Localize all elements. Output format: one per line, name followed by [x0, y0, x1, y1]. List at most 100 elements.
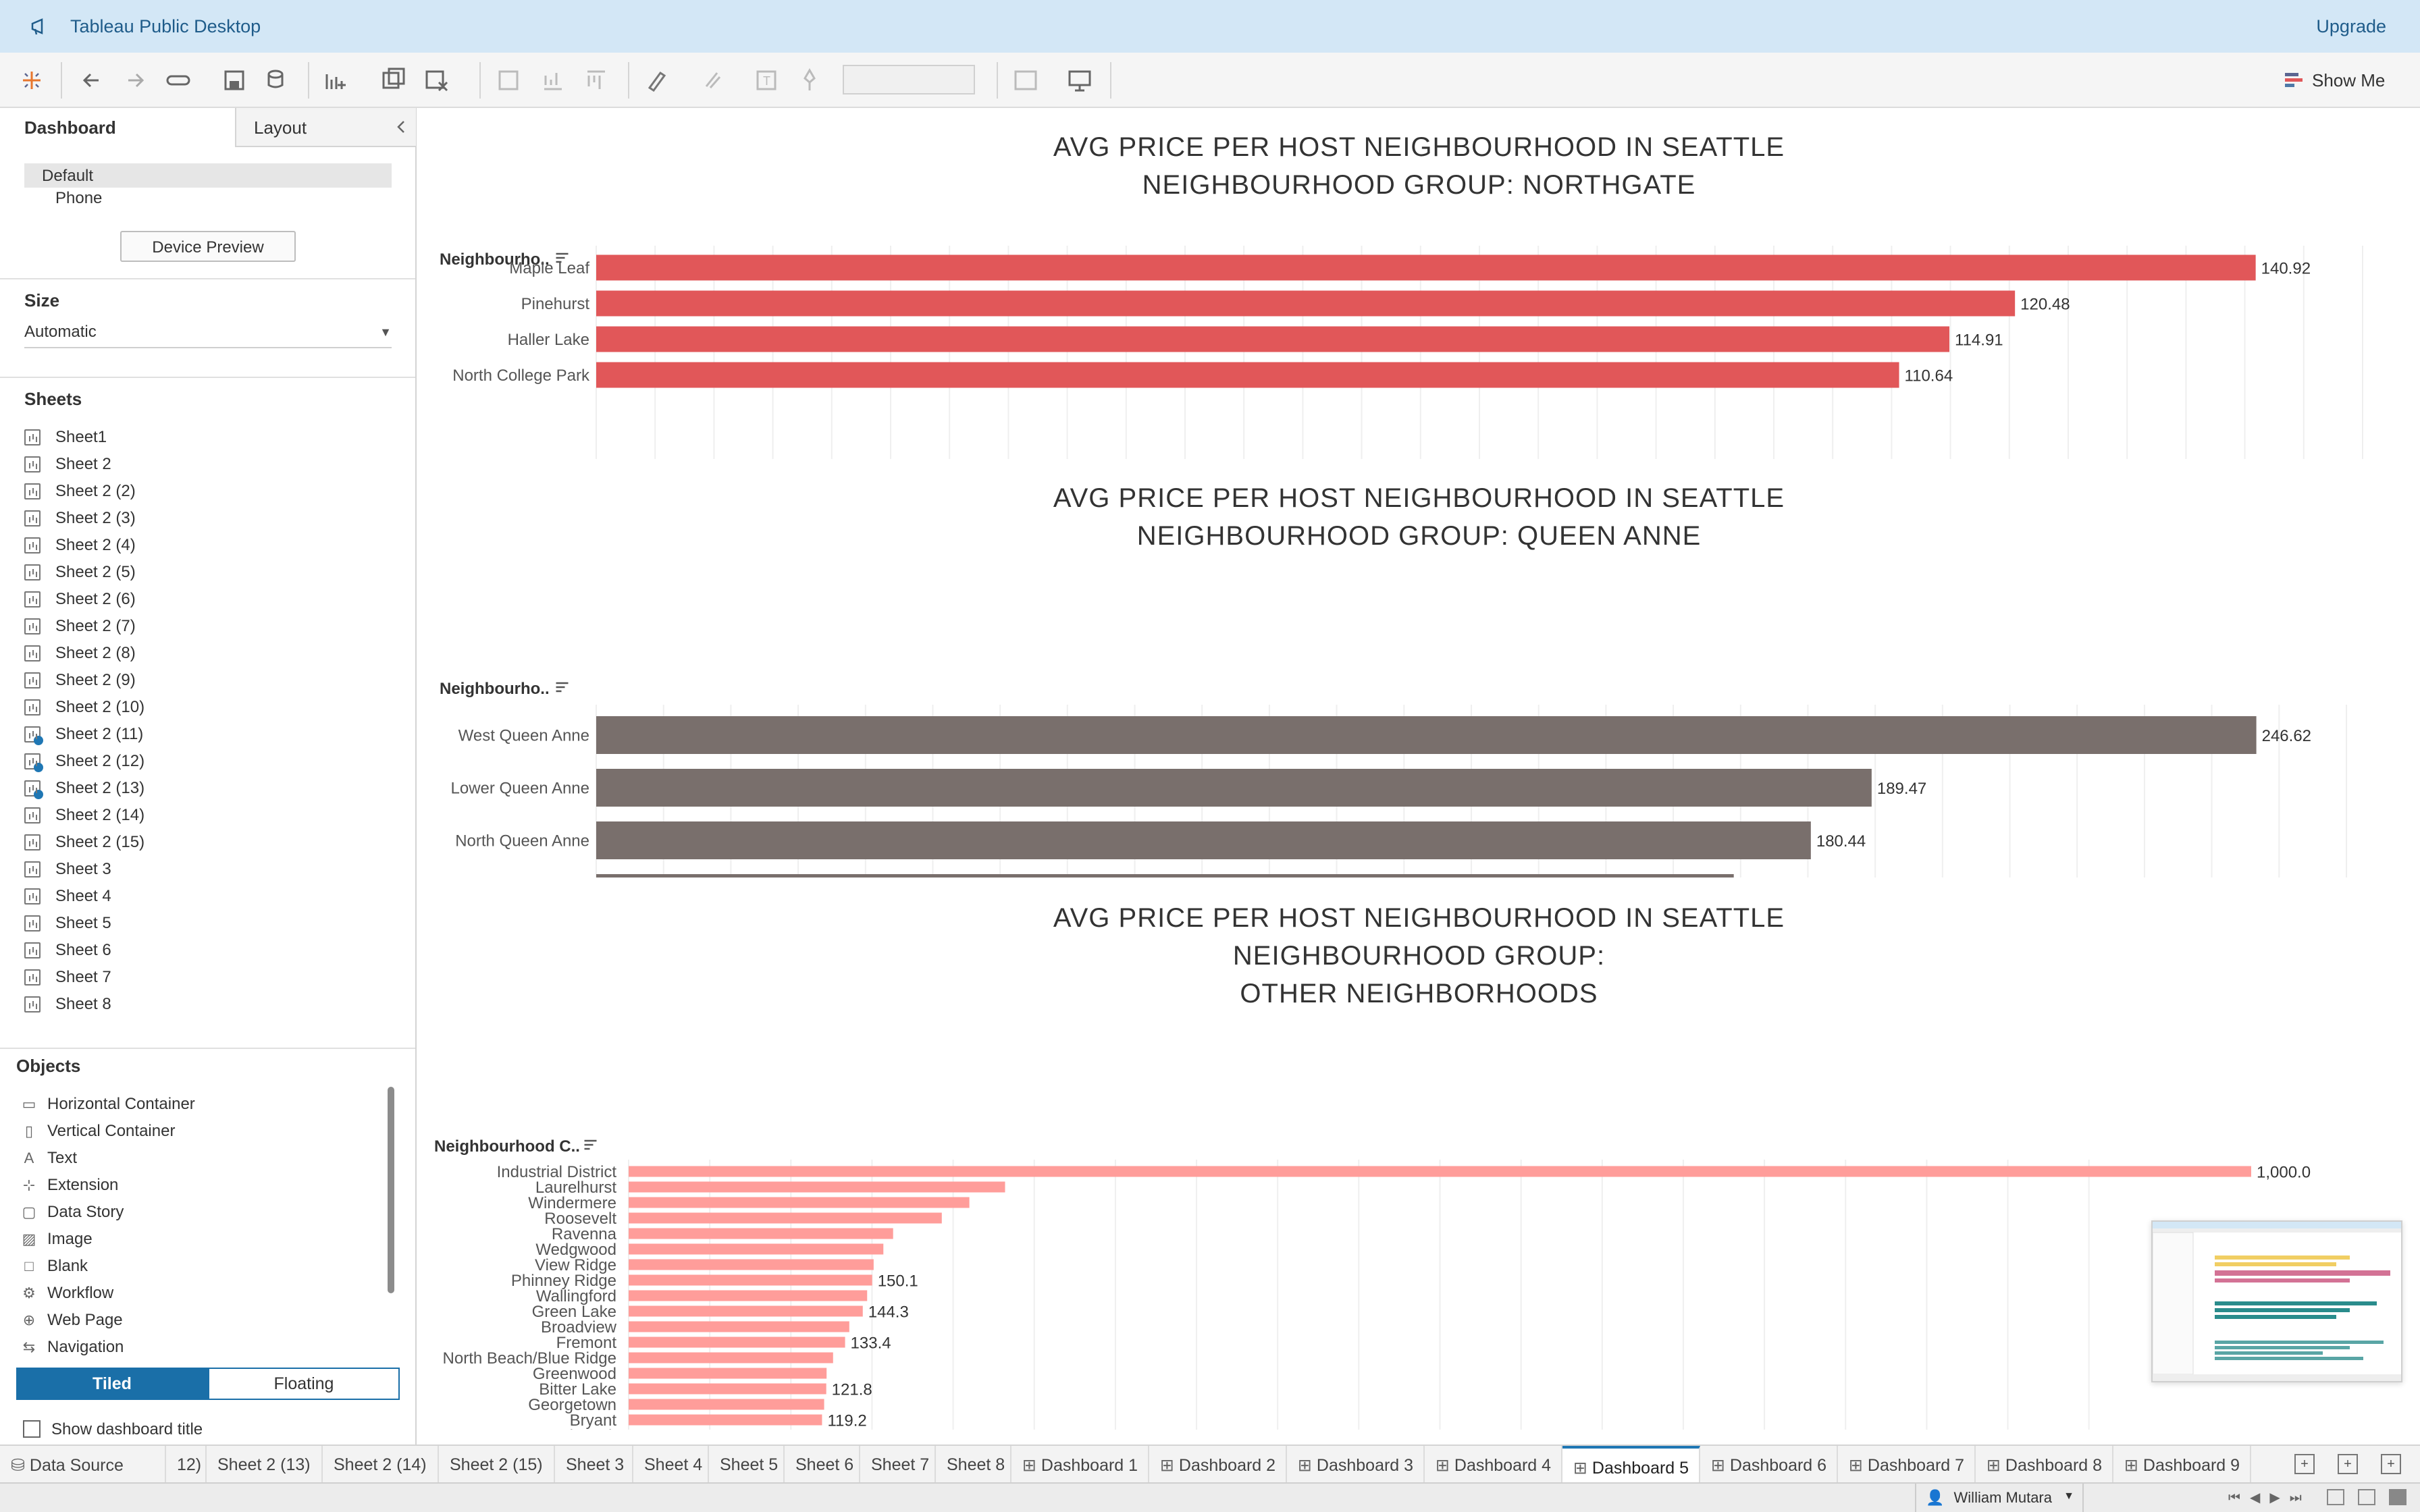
- save-icon[interactable]: [220, 66, 248, 94]
- tiled-toggle[interactable]: Tiled: [16, 1368, 208, 1400]
- sheet-item[interactable]: Sheet 2 (12): [24, 748, 144, 775]
- duplicate-sheet-icon[interactable]: [379, 66, 408, 94]
- swap-rows-columns-icon[interactable]: [494, 66, 523, 94]
- tableau-logo-icon[interactable]: [18, 66, 46, 94]
- tab-sheet-2-14[interactable]: Sheet 2 (14): [323, 1446, 439, 1484]
- sheet-item[interactable]: Sheet 2 (5): [24, 559, 136, 586]
- device-default[interactable]: Default: [24, 163, 392, 188]
- bar[interactable]: [629, 1290, 868, 1301]
- object-item[interactable]: □ Blank: [20, 1253, 88, 1280]
- bar[interactable]: [629, 1336, 845, 1348]
- sheet-item[interactable]: Sheet 2 (4): [24, 532, 136, 559]
- bar[interactable]: [596, 290, 2016, 317]
- tab-dashboard-1[interactable]: ⊞ Dashboard 1: [1011, 1446, 1149, 1484]
- new-story-tab-icon[interactable]: +: [2381, 1454, 2401, 1474]
- redo-icon[interactable]: [122, 66, 150, 94]
- sort-descending-icon[interactable]: [582, 66, 610, 94]
- device-phone[interactable]: Phone: [55, 189, 103, 207]
- tab-dashboard-8[interactable]: ⊞ Dashboard 8: [1976, 1446, 2113, 1484]
- new-data-source-icon[interactable]: [263, 66, 292, 94]
- new-dashboard-tab-icon[interactable]: +: [2338, 1454, 2358, 1474]
- tab-dashboard-7[interactable]: ⊞ Dashboard 7: [1838, 1446, 1976, 1484]
- floating-toggle[interactable]: Floating: [208, 1368, 400, 1400]
- highlight-icon[interactable]: [643, 66, 671, 94]
- bar[interactable]: [596, 326, 1950, 352]
- object-item[interactable]: A Text: [20, 1145, 77, 1172]
- sheet-item[interactable]: Sheet1: [24, 424, 107, 451]
- row-header[interactable]: Neighbourho..: [440, 680, 550, 698]
- tab-dashboard-6[interactable]: ⊞ Dashboard 6: [1700, 1446, 1838, 1484]
- bar[interactable]: [596, 769, 1872, 807]
- sheet-item[interactable]: Sheet 2: [24, 451, 111, 478]
- upgrade-link[interactable]: Upgrade: [2316, 16, 2386, 36]
- tab-dashboard-9[interactable]: ⊞ Dashboard 9: [2113, 1446, 2251, 1484]
- northgate-chart[interactable]: Neighbourho..Maple Leaf 140.92 Pinehurst 12…: [418, 216, 2420, 459]
- object-item[interactable]: ⊹ Extension: [20, 1172, 119, 1199]
- sheet-item[interactable]: Sheet 7: [24, 964, 111, 991]
- object-item[interactable]: ⚙ Workflow: [20, 1280, 113, 1307]
- tab-sheet-5[interactable]: Sheet 5: [709, 1446, 785, 1484]
- bar[interactable]: [629, 1383, 826, 1395]
- tab-12[interactable]: 12): [166, 1446, 207, 1484]
- sheet-item[interactable]: Sheet 2 (2): [24, 478, 136, 505]
- sheet-item[interactable]: Sheet 2 (11): [24, 721, 143, 748]
- sheet-item[interactable]: Sheet 2 (7): [24, 613, 136, 640]
- bar[interactable]: [629, 1212, 942, 1224]
- new-worksheet-icon[interactable]: [323, 66, 351, 94]
- sheet-item[interactable]: Sheet 3: [24, 856, 111, 883]
- sheet-item[interactable]: Sheet 2 (8): [24, 640, 136, 667]
- bar[interactable]: [629, 1228, 893, 1239]
- bar[interactable]: [629, 1181, 1005, 1193]
- bar[interactable]: [629, 1368, 827, 1379]
- bar[interactable]: [629, 1352, 833, 1364]
- show-mark-labels-icon[interactable]: T: [752, 66, 781, 94]
- tab-sheet-6[interactable]: Sheet 6: [785, 1446, 860, 1484]
- collapse-panel-icon[interactable]: [394, 119, 408, 135]
- device-preview-button[interactable]: Device Preview: [120, 231, 296, 262]
- tab-layout[interactable]: Layout: [235, 108, 416, 147]
- tab-sheet-2-13[interactable]: Sheet 2 (13): [207, 1446, 323, 1484]
- sheet-item[interactable]: Sheet 8: [24, 991, 111, 1018]
- sheet-item[interactable]: Sheet 2 (6): [24, 586, 136, 613]
- object-item[interactable]: ▭ Horizontal Container: [20, 1091, 195, 1118]
- bar[interactable]: [596, 362, 1899, 388]
- sort-icon[interactable]: [556, 682, 569, 693]
- tab-dashboard-4[interactable]: ⊞ Dashboard 4: [1425, 1446, 1562, 1484]
- sheet-item[interactable]: Sheet 2 (9): [24, 667, 136, 694]
- object-item[interactable]: ▢ Data Story: [20, 1199, 124, 1226]
- presentation-mode-icon[interactable]: [1066, 66, 1094, 94]
- show-filmstrip-icon[interactable]: [2327, 1489, 2344, 1505]
- clear-sheet-icon[interactable]: [423, 66, 451, 94]
- tab-dashboard-2[interactable]: ⊞ Dashboard 2: [1149, 1446, 1287, 1484]
- bar[interactable]: [629, 1259, 874, 1270]
- object-item[interactable]: ⊕ Web Page: [20, 1307, 123, 1334]
- bar[interactable]: [596, 716, 2257, 754]
- user-menu[interactable]: 👤 William Mutara ▼: [1915, 1484, 2084, 1512]
- bar[interactable]: [596, 874, 1734, 878]
- show-sheet-sorter-icon[interactable]: [2389, 1489, 2406, 1505]
- bar[interactable]: [629, 1414, 822, 1426]
- sheet-item[interactable]: Sheet 2 (13): [24, 775, 144, 802]
- show-title-checkbox[interactable]: [23, 1420, 41, 1438]
- sheet-item[interactable]: Sheet 2 (15): [24, 829, 144, 856]
- sort-icon[interactable]: [584, 1139, 597, 1150]
- fix-axes-icon[interactable]: [795, 66, 824, 94]
- tab-data-source[interactable]: ⛁ Data Source: [0, 1446, 166, 1484]
- bar[interactable]: [596, 254, 2256, 281]
- object-item[interactable]: ▨ Image: [20, 1226, 93, 1253]
- tab-dashboard-5[interactable]: ⊞ Dashboard 5: [1562, 1446, 1700, 1484]
- show-me-icon[interactable]: [2284, 70, 2304, 90]
- sheet-item[interactable]: Sheet 2 (14): [24, 802, 144, 829]
- sheet-item[interactable]: Sheet 4: [24, 883, 111, 910]
- other-neighborhoods-chart[interactable]: Neighbourhood C.. Industrial District 1,00…: [418, 1025, 2420, 1430]
- bar[interactable]: [629, 1399, 824, 1410]
- sheet-item[interactable]: Sheet 6: [24, 937, 111, 964]
- tab-dashboard-3[interactable]: ⊞ Dashboard 3: [1287, 1446, 1425, 1484]
- replay-icon[interactable]: [165, 66, 193, 94]
- fit-dropdown[interactable]: [843, 65, 975, 94]
- show-me-button[interactable]: Show Me: [2312, 70, 2386, 90]
- tab-navigation-arrows[interactable]: ⏮◀▶⏭: [2228, 1490, 2311, 1505]
- undo-icon[interactable]: [78, 66, 107, 94]
- sort-icon[interactable]: [556, 252, 569, 263]
- bar[interactable]: [629, 1321, 849, 1332]
